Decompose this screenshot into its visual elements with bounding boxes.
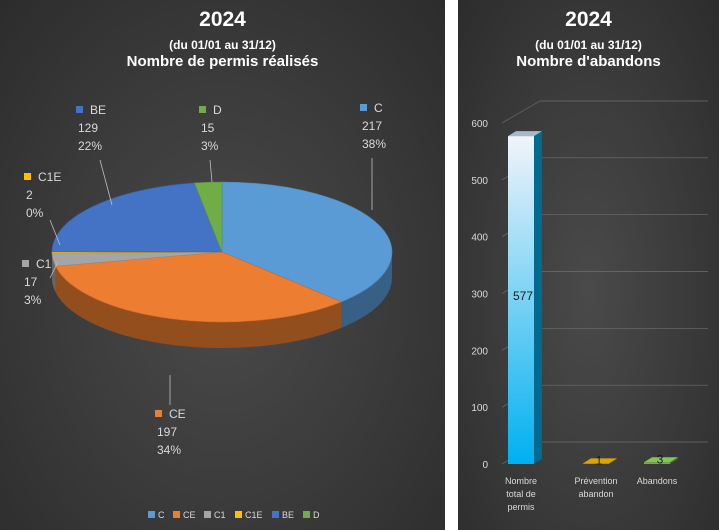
pie-label-value-ce: 197 [157, 425, 177, 439]
pie-label-value-c1e: 2 [26, 188, 33, 202]
y-tick-label-100: 100 [471, 403, 488, 414]
bar-prevention-abandon [583, 463, 609, 464]
pie-label-category-c1: C1 [36, 257, 52, 271]
pie-slice-ce [55, 251, 343, 323]
x-tick-label-nombre-total-de-permis-line-3: permis [507, 502, 535, 512]
bar-value-label-nombre-total-de-permis: 577 [513, 289, 533, 303]
pie-label-value-be: 129 [78, 121, 98, 135]
pie-chart-panel: 2024 (du 01/01 au 31/12) Nombre de permi… [0, 0, 445, 530]
bar-side-nombre-total-de-permis [534, 131, 542, 465]
pie-leader-line-c1 [49, 261, 59, 279]
legend-swatch-d [303, 511, 310, 518]
pie-chart-period: (du 01/01 au 31/12) [169, 38, 276, 52]
pie-slice-d [193, 181, 223, 253]
legend-swatch-ce [173, 511, 180, 518]
pie-slice-be [51, 182, 223, 253]
x-tick-label-prevention-abandon-line-2: abandon [578, 489, 613, 499]
pie-label-value-c1: 17 [24, 275, 38, 289]
pie-label-percent-c1: 3% [24, 293, 42, 307]
bar-chart-period: (du 01/01 au 31/12) [535, 38, 642, 52]
gridline-depth-600 [501, 100, 541, 124]
pie-label-percent-c1e: 0% [26, 206, 44, 220]
x-tick-label-nombre-total-de-permis-line-2: total de [506, 489, 536, 499]
legend-swatch-c1e [235, 511, 242, 518]
bar-top-prevention-abandon [583, 458, 617, 464]
bar-top-nombre-total-de-permis [508, 131, 542, 137]
pie-slice-side-c1 [52, 253, 56, 293]
x-tick-label-abandons-line-1: Abandons [637, 476, 678, 486]
bar-side-abandons [670, 457, 678, 464]
y-tick-label-200: 200 [471, 346, 488, 357]
bar-nombre-total-de-permis [508, 136, 534, 465]
bar-chart-title: Nombre d'abandons [516, 53, 661, 70]
legend-item-d: D [313, 510, 320, 520]
pie-chart: C 217 38% CE 197 34% C1 17 3% C1E 2 0% BE 129 22% D 15 3%… [22, 101, 393, 520]
pie-label-percent-d: 3% [201, 139, 219, 153]
pie-label-category-c1e: C1E [38, 170, 61, 184]
x-tick-label-nombre-total-de-permis-line-1: Nombre [505, 476, 537, 486]
pie-leader-line-be [99, 159, 113, 206]
x-tick-label-prevention-abandon-line-1: Prévention [574, 476, 617, 486]
bar-top-abandons [644, 457, 678, 463]
pie-slice-side-c [341, 252, 392, 328]
pie-chart-year: 2024 [199, 8, 246, 31]
pie-label-swatch-d [199, 106, 206, 113]
legend-item-c: C [158, 510, 165, 520]
legend-item-c1: C1 [214, 510, 226, 520]
bar-chart: 0 100 200 300 400 500 600 577 Nombre total de perm… [471, 100, 708, 512]
legend-swatch-c1 [204, 511, 211, 518]
legend-item-be: BE [282, 510, 294, 520]
pie-chart-title: Nombre de permis réalisés [126, 53, 319, 70]
pie-leader-line-c1e [49, 219, 61, 246]
pie-label-value-d: 15 [201, 121, 215, 135]
pie-label-percent-be: 22% [78, 139, 102, 153]
pie-label-value-c: 217 [362, 119, 382, 133]
pie-label-swatch-c1 [22, 260, 29, 267]
bar-value-label-abandons: 3 [657, 452, 664, 466]
pie-label-percent-ce: 34% [157, 443, 181, 457]
y-tick-label-500: 500 [471, 176, 488, 187]
bar-chart-year: 2024 [565, 8, 612, 31]
y-tick-label-600: 600 [471, 119, 488, 130]
pie-slice-side-ce [55, 266, 342, 348]
legend-swatch-c [148, 511, 155, 518]
legend-item-ce: CE [183, 510, 196, 520]
pie-label-swatch-be [76, 106, 83, 113]
bar-value-label-prevention-abandon: 1 [596, 453, 603, 467]
pie-label-percent-c: 38% [362, 137, 386, 151]
pie-leader-line-d [209, 159, 213, 183]
pie-slice-c [221, 181, 393, 303]
pie-label-category-ce: CE [169, 407, 186, 421]
pie-label-category-d: D [213, 103, 222, 117]
legend-item-c1e: C1E [245, 510, 263, 520]
pie-label-swatch-c [360, 104, 367, 111]
pie-label-swatch-ce [155, 410, 162, 417]
y-tick-label-400: 400 [471, 233, 488, 244]
bar-abandons [644, 462, 670, 464]
pie-label-category-c: C [374, 101, 383, 115]
bar-chart-panel: 2024 (du 01/01 au 31/12) Nombre d'abando… [458, 0, 719, 530]
y-tick-label-300: 300 [471, 290, 488, 301]
pie-label-swatch-c1e [24, 173, 31, 180]
pie-label-category-be: BE [90, 103, 106, 117]
legend-swatch-be [272, 511, 279, 518]
bar-side-prevention-abandon [609, 458, 617, 464]
y-tick-label-0: 0 [482, 460, 488, 471]
